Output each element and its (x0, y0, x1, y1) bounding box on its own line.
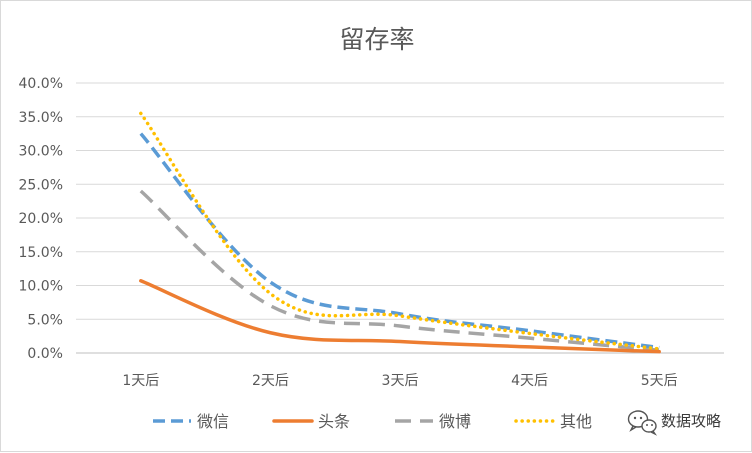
series-line-3 (139, 111, 661, 351)
x-tick-label: 5天后 (641, 373, 678, 389)
x-axis-ticks: 1天后 2天后 3天后 4天后 5天后 (122, 373, 677, 389)
grid (76, 82, 724, 354)
y-axis-ticks: 0.0% 5.0% 10.0% 15.0% 20.0% 25.0% 30.0% 35.0% 40… (19, 76, 63, 362)
legend-label: 头条 (318, 412, 350, 431)
y-tick-label: 15.0% (19, 245, 63, 261)
legend: 微信 头条 微博 其他 (153, 412, 592, 431)
y-tick-label: 10.0% (19, 279, 63, 295)
x-tick-label: 4天后 (511, 373, 548, 389)
x-tick-label: 2天后 (252, 373, 289, 389)
legend-label: 微信 (197, 412, 229, 431)
wechat-icon (627, 410, 658, 436)
y-tick-label: 25.0% (19, 177, 63, 193)
watermark: 数据攻略 (627, 410, 721, 436)
series-line-2 (139, 189, 660, 353)
series-lines (139, 111, 661, 354)
legend-label: 其他 (560, 412, 592, 431)
y-tick-label: 35.0% (19, 110, 63, 126)
y-tick-label: 0.0% (27, 346, 63, 362)
x-tick-label: 1天后 (122, 373, 159, 389)
chart-title: 留存率 (339, 25, 414, 54)
watermark-text: 数据攻略 (661, 412, 721, 430)
y-tick-label: 40.0% (19, 76, 63, 92)
legend-label: 微博 (439, 412, 471, 431)
y-tick-label: 5.0% (27, 312, 63, 328)
y-tick-label: 30.0% (19, 144, 63, 160)
series-line-1 (139, 279, 661, 354)
y-tick-label: 20.0% (19, 211, 63, 227)
x-tick-label: 3天后 (382, 373, 419, 389)
